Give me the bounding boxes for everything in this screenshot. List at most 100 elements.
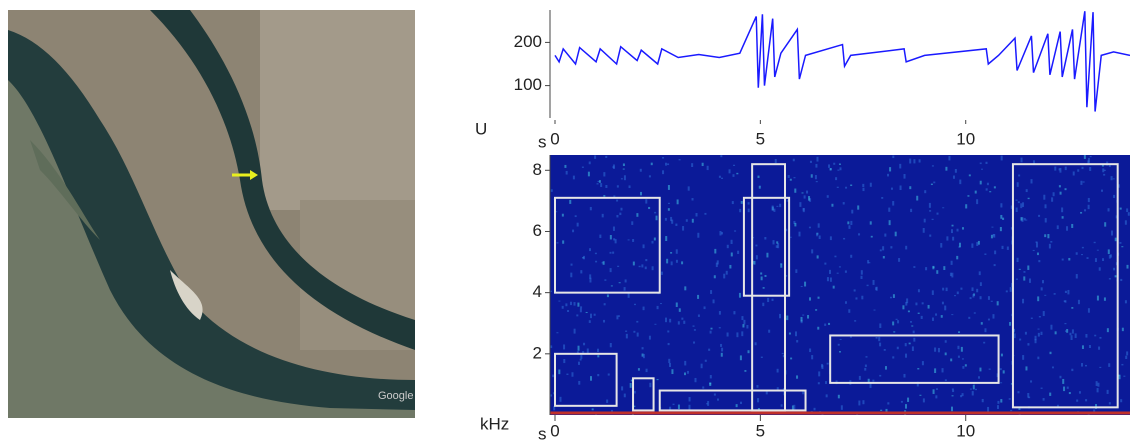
- texture-dot: [685, 219, 688, 222]
- texture-dot: [1059, 167, 1062, 173]
- texture-dot: [603, 172, 606, 177]
- texture-dot: [1023, 276, 1026, 281]
- texture-dot: [683, 372, 686, 376]
- texture-dot: [588, 320, 591, 323]
- texture-dot: [1094, 334, 1097, 337]
- texture-dot: [861, 295, 864, 300]
- texture-dot: [566, 373, 569, 376]
- texture-dot: [980, 168, 983, 170]
- texture-dot: [1098, 267, 1101, 271]
- texture-dot: [971, 243, 974, 248]
- texture-dot: [828, 269, 831, 274]
- texture-dot: [858, 375, 861, 380]
- texture-dot: [1087, 160, 1090, 165]
- texture-dot: [614, 239, 617, 244]
- texture-dot: [1054, 166, 1057, 171]
- texture-dot: [984, 328, 987, 333]
- texture-dot: [967, 195, 970, 197]
- texture-dot: [826, 195, 829, 198]
- texture-dot: [586, 348, 589, 354]
- texture-dot: [743, 319, 746, 325]
- texture-dot: [837, 394, 840, 399]
- texture-dot: [576, 351, 579, 354]
- texture-dot: [892, 321, 895, 326]
- texture-dot: [1037, 332, 1040, 337]
- texture-dot: [1000, 155, 1003, 161]
- texture-dot: [907, 310, 910, 313]
- texture-dot: [821, 363, 824, 368]
- texture-dot: [617, 265, 620, 268]
- texture-dot: [597, 355, 600, 358]
- texture-dot: [653, 237, 656, 241]
- detection-box: [751, 163, 787, 412]
- texture-dot: [836, 272, 839, 274]
- texture-dot: [613, 195, 616, 197]
- texture-dot: [964, 364, 967, 367]
- texture-dot: [708, 348, 711, 351]
- texture-dot: [777, 243, 780, 249]
- texture-dot: [921, 361, 924, 366]
- texture-dot: [892, 294, 895, 298]
- texture-dot: [828, 164, 831, 168]
- texture-dot: [881, 196, 884, 199]
- texture-dot: [629, 382, 632, 388]
- texture-dot: [875, 286, 878, 291]
- texture-dot: [960, 287, 963, 290]
- texture-dot: [889, 296, 892, 299]
- texture-dot: [1059, 375, 1062, 379]
- texture-dot: [818, 371, 821, 377]
- texture-dot: [1020, 157, 1023, 163]
- texture-dot: [1058, 185, 1061, 188]
- texture-dot: [625, 333, 628, 339]
- texture-dot: [780, 404, 783, 407]
- texture-dot: [880, 409, 883, 411]
- texture-dot: [1081, 254, 1084, 256]
- texture-dot: [588, 161, 591, 165]
- texture-dot: [755, 255, 758, 260]
- texture-dot: [664, 162, 667, 166]
- texture-dot: [1127, 212, 1130, 216]
- texture-dot: [1113, 194, 1116, 198]
- texture-dot: [623, 393, 626, 398]
- texture-dot: [825, 381, 828, 384]
- texture-dot: [944, 340, 947, 343]
- texture-dot: [697, 232, 700, 238]
- texture-dot: [993, 234, 996, 238]
- texture-dot: [744, 370, 747, 372]
- texture-dot: [932, 265, 935, 270]
- texture-dot: [794, 188, 797, 193]
- texture-dot: [768, 329, 771, 333]
- texture-dot: [1053, 293, 1056, 295]
- texture-dot: [669, 318, 672, 323]
- texture-dot: [792, 158, 795, 162]
- texture-dot: [1030, 317, 1033, 319]
- texture-dot: [552, 374, 555, 378]
- texture-dot: [1067, 289, 1070, 295]
- texture-dot: [979, 282, 982, 286]
- texture-dot: [952, 389, 955, 393]
- texture-dot: [692, 325, 695, 327]
- texture-dot: [796, 375, 799, 379]
- texture-dot: [976, 242, 979, 247]
- texture-dot: [996, 405, 999, 409]
- texture-dot: [971, 391, 974, 396]
- texture-dot: [916, 381, 919, 387]
- texture-dot: [935, 388, 938, 390]
- texture-dot: [910, 208, 913, 213]
- y-axis-label: kHz: [480, 414, 509, 433]
- texture-dot: [596, 348, 599, 353]
- texture-dot: [1000, 353, 1003, 357]
- texture-dot: [778, 313, 781, 319]
- texture-dot: [1027, 197, 1030, 200]
- texture-dot: [907, 397, 910, 402]
- texture-dot: [1108, 254, 1111, 259]
- texture-dot: [1034, 335, 1037, 341]
- texture-dot: [952, 175, 955, 179]
- texture-dot: [974, 190, 977, 194]
- texture-dot: [1005, 290, 1008, 293]
- texture-dot: [739, 355, 742, 361]
- texture-dot: [577, 345, 580, 351]
- texture-dot: [579, 308, 582, 313]
- texture-dot: [598, 180, 601, 183]
- texture-dot: [836, 186, 839, 188]
